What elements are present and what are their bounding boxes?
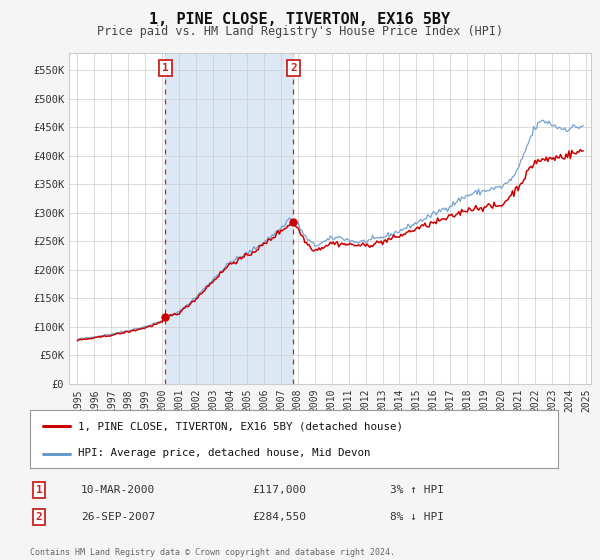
Text: £117,000: £117,000 [252,485,306,495]
Text: Contains HM Land Registry data © Crown copyright and database right 2024.: Contains HM Land Registry data © Crown c… [30,548,395,557]
Text: 2: 2 [35,512,43,522]
Text: 8% ↓ HPI: 8% ↓ HPI [390,512,444,522]
Text: Price paid vs. HM Land Registry's House Price Index (HPI): Price paid vs. HM Land Registry's House … [97,25,503,38]
Text: 1: 1 [35,485,43,495]
Text: 26-SEP-2007: 26-SEP-2007 [81,512,155,522]
Text: 3% ↑ HPI: 3% ↑ HPI [390,485,444,495]
Text: 2: 2 [290,63,297,73]
Bar [166,53,293,384]
Text: 1, PINE CLOSE, TIVERTON, EX16 5BY: 1, PINE CLOSE, TIVERTON, EX16 5BY [149,12,451,27]
Text: 1: 1 [162,63,169,73]
Text: HPI: Average price, detached house, Mid Devon: HPI: Average price, detached house, Mid … [77,449,370,459]
Text: 10-MAR-2000: 10-MAR-2000 [81,485,155,495]
Text: 1, PINE CLOSE, TIVERTON, EX16 5BY (detached house): 1, PINE CLOSE, TIVERTON, EX16 5BY (detac… [77,421,403,431]
Text: £284,550: £284,550 [252,512,306,522]
